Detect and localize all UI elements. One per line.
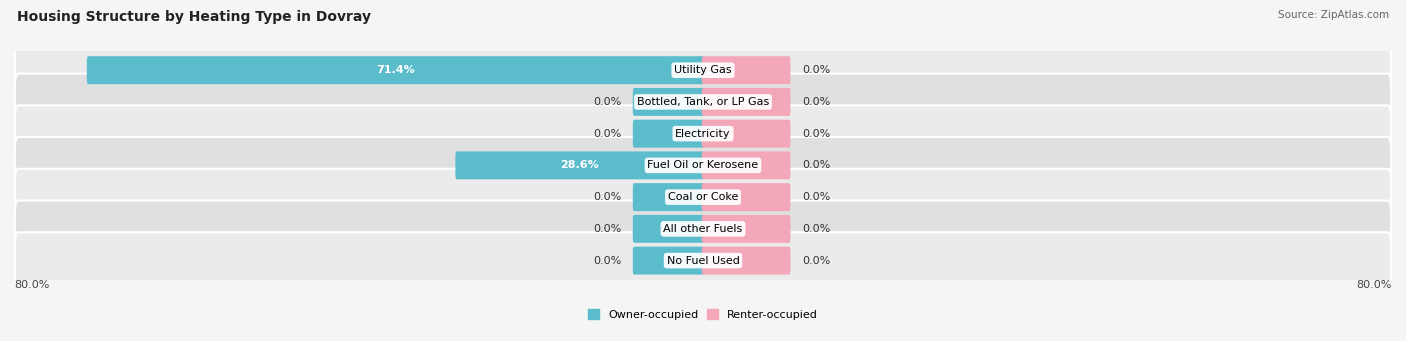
FancyBboxPatch shape (702, 247, 790, 275)
FancyBboxPatch shape (702, 215, 790, 243)
Text: No Fuel Used: No Fuel Used (666, 256, 740, 266)
Text: Bottled, Tank, or LP Gas: Bottled, Tank, or LP Gas (637, 97, 769, 107)
Text: 0.0%: 0.0% (593, 129, 621, 139)
Text: 0.0%: 0.0% (593, 256, 621, 266)
Text: 0.0%: 0.0% (593, 192, 621, 202)
FancyBboxPatch shape (633, 215, 704, 243)
FancyBboxPatch shape (15, 232, 1391, 289)
FancyBboxPatch shape (15, 105, 1391, 162)
FancyBboxPatch shape (633, 120, 704, 148)
Text: 0.0%: 0.0% (801, 224, 831, 234)
Text: 0.0%: 0.0% (593, 97, 621, 107)
FancyBboxPatch shape (702, 120, 790, 148)
Text: 0.0%: 0.0% (801, 97, 831, 107)
Text: Utility Gas: Utility Gas (675, 65, 731, 75)
Text: Coal or Coke: Coal or Coke (668, 192, 738, 202)
Text: 80.0%: 80.0% (1357, 280, 1392, 290)
FancyBboxPatch shape (702, 183, 790, 211)
FancyBboxPatch shape (15, 42, 1391, 99)
Text: 0.0%: 0.0% (801, 160, 831, 170)
FancyBboxPatch shape (15, 201, 1391, 257)
FancyBboxPatch shape (15, 137, 1391, 194)
FancyBboxPatch shape (15, 169, 1391, 225)
Legend: Owner-occupied, Renter-occupied: Owner-occupied, Renter-occupied (583, 305, 823, 324)
Text: 0.0%: 0.0% (801, 65, 831, 75)
Text: Source: ZipAtlas.com: Source: ZipAtlas.com (1278, 10, 1389, 20)
Text: 0.0%: 0.0% (801, 256, 831, 266)
FancyBboxPatch shape (15, 74, 1391, 130)
Text: 80.0%: 80.0% (14, 280, 49, 290)
FancyBboxPatch shape (456, 151, 704, 179)
FancyBboxPatch shape (702, 56, 790, 84)
Text: 0.0%: 0.0% (801, 192, 831, 202)
FancyBboxPatch shape (633, 183, 704, 211)
Text: Housing Structure by Heating Type in Dovray: Housing Structure by Heating Type in Dov… (17, 10, 371, 24)
FancyBboxPatch shape (633, 88, 704, 116)
Text: 28.6%: 28.6% (561, 160, 599, 170)
Text: 0.0%: 0.0% (593, 224, 621, 234)
FancyBboxPatch shape (702, 88, 790, 116)
Text: All other Fuels: All other Fuels (664, 224, 742, 234)
Text: Electricity: Electricity (675, 129, 731, 139)
Text: 0.0%: 0.0% (801, 129, 831, 139)
FancyBboxPatch shape (633, 247, 704, 275)
Text: 71.4%: 71.4% (377, 65, 415, 75)
FancyBboxPatch shape (87, 56, 704, 84)
FancyBboxPatch shape (702, 151, 790, 179)
Text: Fuel Oil or Kerosene: Fuel Oil or Kerosene (647, 160, 759, 170)
